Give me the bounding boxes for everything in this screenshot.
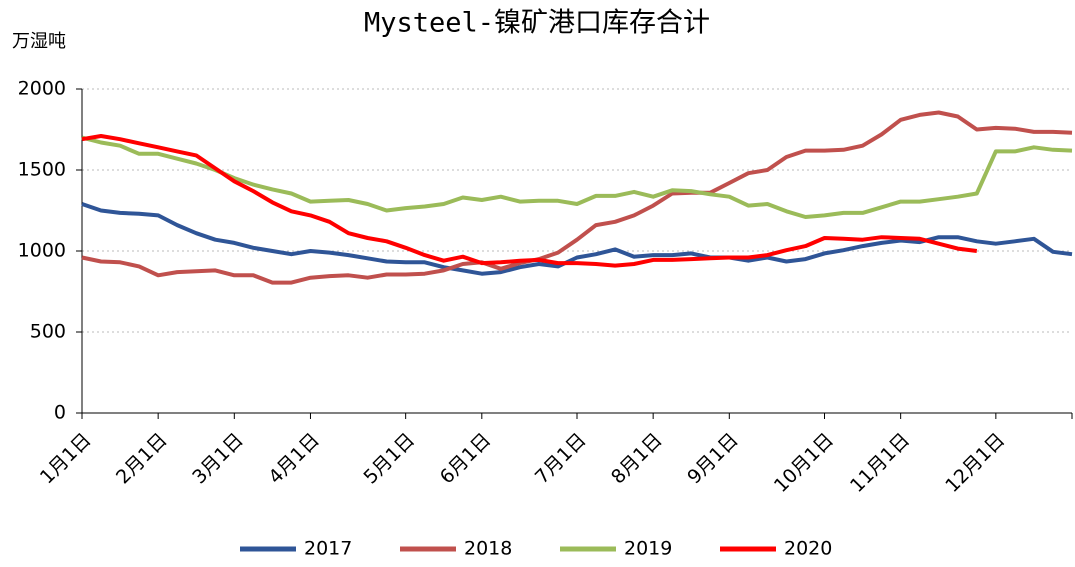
series-line — [81, 202, 1073, 276]
x-tick-label: 4月1日 — [264, 429, 324, 489]
series-line — [81, 135, 1073, 219]
y-tick-label: 0 — [54, 402, 66, 424]
y-tick-label: 1500 — [18, 159, 66, 181]
legend-label: 2018 — [464, 538, 512, 560]
x-tick-label: 10月1日 — [770, 429, 838, 497]
x-tick-label: 11月1日 — [846, 429, 914, 497]
x-tick-label: 2月1日 — [112, 429, 172, 489]
y-tick-label: 1000 — [18, 240, 66, 262]
y-unit: 万湿吨 — [12, 31, 66, 52]
x-tick-label: 5月1日 — [360, 429, 420, 489]
y-tick-label: 500 — [30, 321, 66, 343]
x-tick-label: 3月1日 — [188, 429, 248, 489]
y-tick-label: 2000 — [18, 78, 66, 100]
x-tick-label: 1月1日 — [36, 429, 96, 489]
x-tick-label: 7月1日 — [531, 429, 591, 489]
chart-title: Mysteel-镍矿港口库存合计 — [364, 8, 710, 39]
legend-label: 2019 — [624, 538, 672, 560]
series-line — [81, 134, 978, 268]
legend-label: 2017 — [304, 538, 352, 560]
series-line — [81, 110, 1073, 285]
x-tick-label: 6月1日 — [436, 429, 496, 489]
x-tick-label: 8月1日 — [607, 429, 667, 489]
x-tick-label: 12月1日 — [941, 429, 1009, 497]
legend-label: 2020 — [784, 538, 832, 560]
x-tick-label: 9月1日 — [683, 429, 743, 489]
